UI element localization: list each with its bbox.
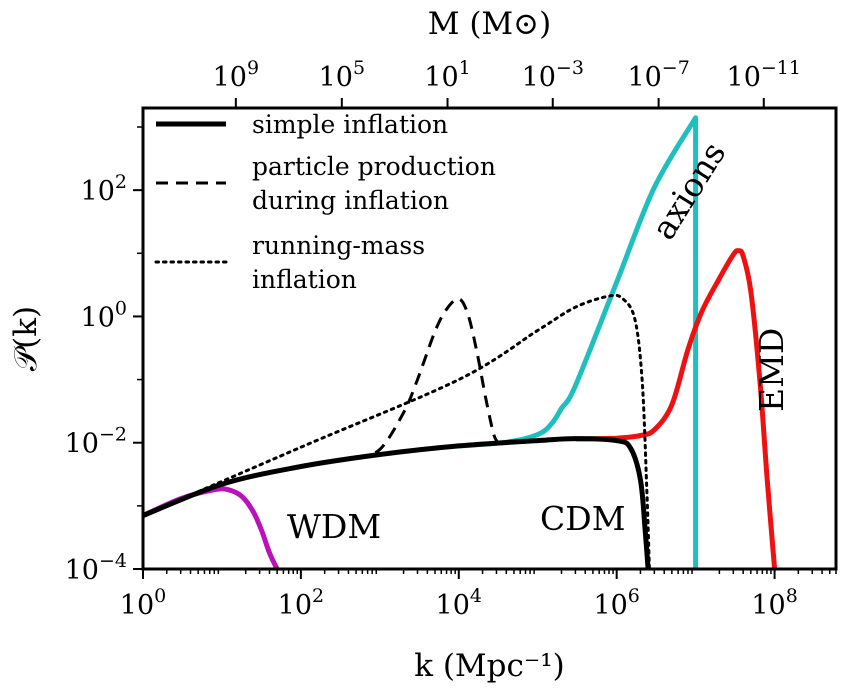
annotation-wdm: WDM [287, 507, 381, 546]
top-tick-label: 105 [319, 57, 365, 93]
y-tick-label: 102 [81, 171, 127, 207]
axis-titles: k (Mpc⁻¹) M (M⊙) 𝒫(k) [8, 6, 565, 684]
y-tick-label: 100 [81, 297, 127, 333]
annotation-axions: axions [644, 135, 734, 246]
plot-frame [141, 106, 838, 571]
x-tick-label: 100 [120, 585, 166, 621]
x-tick-label: 108 [751, 585, 797, 621]
annotation-emd: EMD [752, 328, 791, 412]
top-tick-label: 10−3 [522, 57, 584, 93]
legend-label: particle production [252, 152, 496, 181]
top-tick-label: 109 [213, 57, 259, 93]
x-axis-title: k (Mpc⁻¹) [414, 648, 565, 684]
series-running-mass-inflation-line [143, 293, 651, 569]
x-tick-label: 106 [593, 585, 639, 621]
legend-label: simple inflation [252, 110, 448, 139]
legend-label: during inflation [252, 186, 449, 215]
curve-layer [143, 115, 778, 569]
series-simple-inflation-line [143, 436, 651, 569]
y-tick-label: 10−2 [65, 424, 127, 460]
legend: simple inflation particle production durin… [154, 110, 496, 294]
series-particle-production-during-inflation-line [355, 297, 501, 460]
top-tick-label: 10−11 [727, 57, 801, 93]
legend-label: inflation [252, 265, 357, 294]
series-emd-line [575, 248, 778, 569]
annotation-cdm: CDM [540, 499, 626, 538]
tick-layer: 100 102 104 106 108 10−4 10−2 100 102 109 105 101 10… [65, 57, 837, 621]
series-wdm-line [143, 486, 280, 569]
y-tick-label: 10−4 [65, 550, 127, 586]
y-axis-title: 𝒫(k) [8, 306, 44, 371]
top-tick-label: 101 [424, 57, 470, 93]
legend-label: running-mass [252, 231, 425, 260]
x-tick-label: 102 [278, 585, 324, 621]
x-tick-label: 104 [436, 585, 482, 621]
top-tick-label: 10−7 [627, 57, 689, 93]
top-axis-title: M (M⊙) [428, 6, 552, 42]
